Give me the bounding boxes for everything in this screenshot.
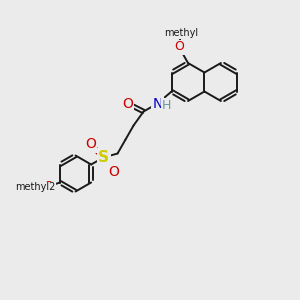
Text: O: O [43,180,53,193]
Text: O: O [122,97,133,110]
Text: methyl: methyl [164,28,198,38]
Text: N: N [152,97,163,110]
Text: O: O [174,40,184,53]
Text: H: H [162,99,171,112]
Text: S: S [98,150,109,165]
Text: O: O [85,137,96,152]
Text: O: O [108,164,119,178]
Text: methyl2: methyl2 [15,182,55,193]
